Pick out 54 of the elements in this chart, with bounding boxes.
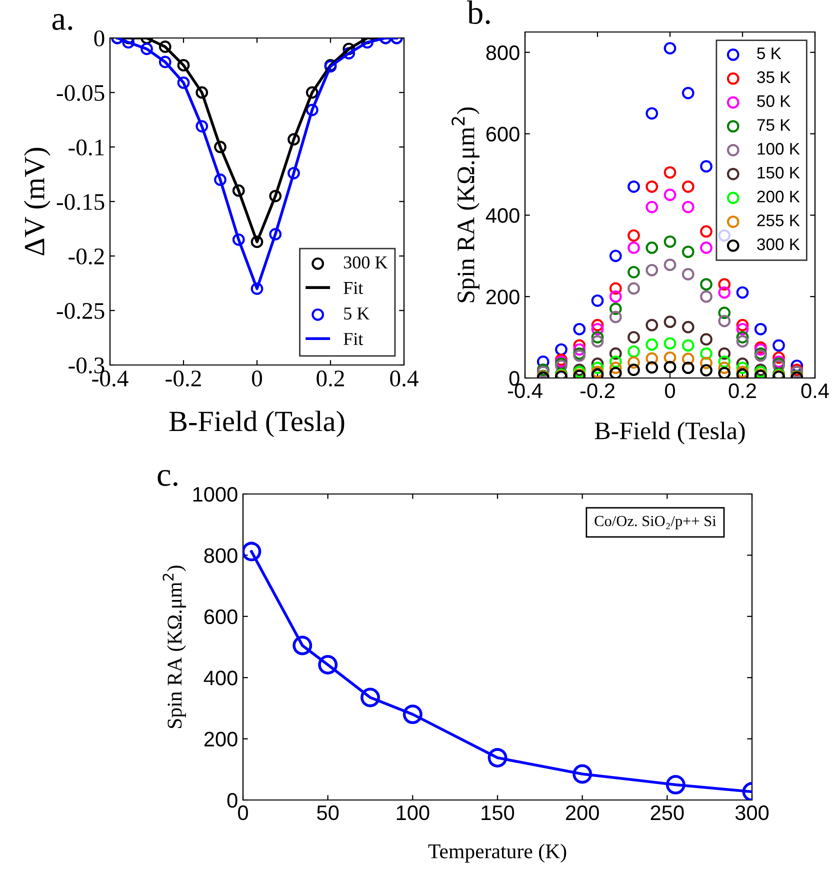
legend-label: 35 K <box>757 71 791 84</box>
y-tick-label: 0 <box>94 30 104 46</box>
y-axis-title: ΔV (mV) <box>24 148 50 256</box>
legend-label: 150 K <box>758 166 800 179</box>
legend-label: Fit <box>344 282 364 294</box>
y-tick-label: 0 <box>227 793 238 808</box>
legend-label: 75 K <box>757 119 791 131</box>
y-tick-label: 1000 <box>193 487 238 502</box>
y-tick-label: -0.05 <box>56 84 104 102</box>
x-tick-label: 0 <box>238 805 248 820</box>
x-tick-label: 0.2 <box>728 383 756 398</box>
y-tick-label: -0.1 <box>68 139 104 156</box>
x-axis-title: B-Field (Tesla) <box>594 422 745 444</box>
legend-label: 300 K <box>757 238 800 250</box>
legend-label: 200 K <box>757 190 800 202</box>
legend-label: Fit <box>344 332 364 346</box>
legend-label: 300 K <box>344 256 388 269</box>
y-tick-label: 800 <box>204 548 238 563</box>
y-tick-label: 200 <box>204 732 238 747</box>
x-tick-label: 50 <box>317 805 339 820</box>
x-axis-title: B-Field (Tesla) <box>169 410 344 438</box>
legend-label: 255 K <box>757 214 800 226</box>
x-tick-label: -0.2 <box>166 370 201 387</box>
chart-title: a. <box>52 14 72 30</box>
chart-title: c. <box>158 470 178 486</box>
y-tick-label: 400 <box>204 670 238 686</box>
x-tick-label: 300 <box>735 805 769 820</box>
x-tick-label: 200 <box>566 805 599 820</box>
y-tick-label: 200 <box>486 290 520 304</box>
y-axis-title: Spin RA (KΩ.μm$^{2}$) <box>452 107 480 302</box>
x-tick-label: 250 <box>650 805 684 820</box>
y-tick-label: -0.2 <box>68 248 104 265</box>
x-tick-label: 0.2 <box>316 370 344 387</box>
x-tick-label: 0 <box>665 383 675 398</box>
legend-label: 50 K <box>757 95 791 107</box>
chart-title: b. <box>467 0 490 24</box>
x-tick-label: -0.2 <box>580 383 614 398</box>
legend-label: 5 K <box>344 308 370 320</box>
legend-label: 5 K <box>757 48 782 60</box>
y-tick-label: 400 <box>486 208 520 223</box>
y-axis-title: Spin RA (KΩ.μm$^{2}$) <box>162 566 186 728</box>
x-axis-title: Temperature (K) <box>428 844 566 863</box>
annotation: Co/Oz. SiO₂/p++ Si <box>594 516 716 530</box>
x-tick-label: 0.4 <box>390 370 418 387</box>
legend-label: 100 K <box>758 142 800 155</box>
x-tick-label: 0.4 <box>801 383 829 398</box>
y-tick-label: 600 <box>486 126 520 142</box>
y-tick-label: 600 <box>204 609 238 624</box>
x-tick-label: 0 <box>252 370 262 386</box>
x-tick-label: 100 <box>396 805 430 820</box>
y-tick-label: -0.25 <box>56 302 104 320</box>
y-tick-label: -0.15 <box>56 194 104 210</box>
y-tick-label: 800 <box>486 45 520 60</box>
x-tick-label: 150 <box>482 805 514 820</box>
